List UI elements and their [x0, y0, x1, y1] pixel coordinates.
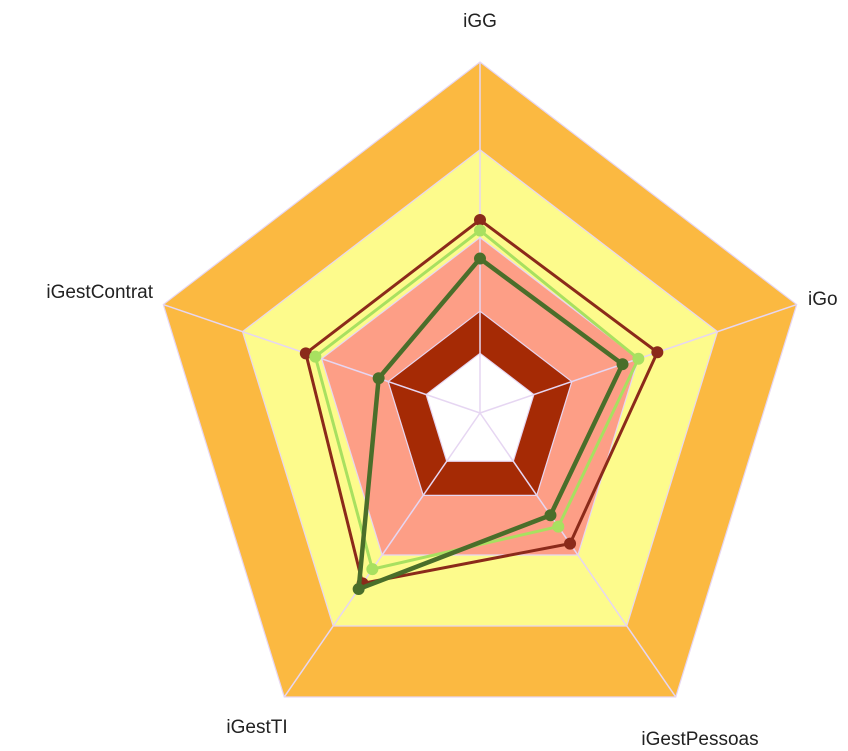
axis-label: iGestContrat [46, 282, 153, 303]
band-outline [425, 352, 535, 462]
data-point [474, 213, 486, 226]
data-point [366, 563, 379, 576]
data-point [352, 583, 365, 596]
band-outline [241, 148, 719, 627]
series-line [304, 218, 659, 585]
data-point [552, 520, 565, 533]
data-point [372, 372, 385, 385]
data-point [616, 358, 629, 371]
axis-label: iGestTI [226, 717, 287, 738]
data-point [564, 537, 577, 550]
band-outline [387, 310, 573, 496]
data-point [474, 252, 486, 265]
axis-label: iGestPessoas [641, 729, 758, 750]
data-point [632, 352, 645, 365]
axis-label: iGG [463, 11, 497, 32]
data-point [651, 346, 664, 359]
data-point [544, 509, 557, 522]
axis-label: iGo [808, 289, 838, 310]
series-line [356, 256, 625, 592]
data-point [309, 350, 322, 363]
data-point [474, 224, 486, 237]
data-point [299, 347, 312, 360]
band-outline [162, 61, 798, 698]
